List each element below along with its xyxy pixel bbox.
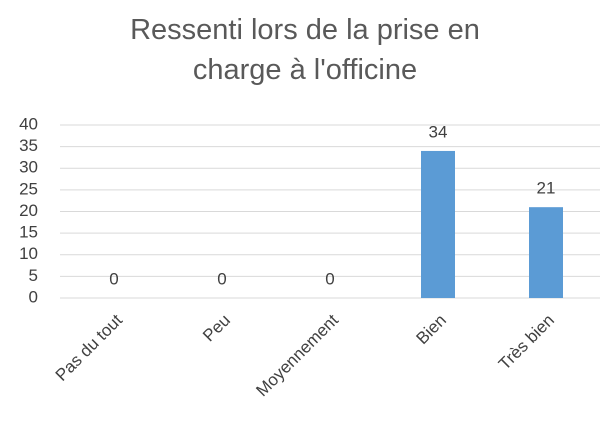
y-tick-label: 25 <box>19 179 38 198</box>
value-label: 34 <box>429 122 448 141</box>
y-tick-label: 35 <box>19 136 38 155</box>
y-tick-label: 5 <box>29 266 38 285</box>
y-tick-label: 30 <box>19 158 38 177</box>
x-tick-label: Peu <box>199 311 234 346</box>
y-tick-label: 0 <box>29 287 38 306</box>
bar <box>421 150 455 298</box>
y-tick-label: 40 <box>19 114 38 133</box>
x-tick-label: Très bien <box>495 311 558 374</box>
x-tick-label: Moyennement <box>252 310 342 400</box>
value-label: 0 <box>109 269 118 288</box>
y-tick-label: 15 <box>19 223 38 242</box>
value-label: 21 <box>537 179 556 198</box>
value-label: 0 <box>325 269 334 288</box>
y-tick-label: 10 <box>19 244 38 263</box>
x-tick-label: Pas du tout <box>52 310 126 384</box>
chart-title: Ressenti lors de la prise en charge à l'… <box>130 14 480 86</box>
y-tick-label: 20 <box>19 201 38 220</box>
bar <box>529 207 563 298</box>
value-label: 0 <box>217 269 226 288</box>
x-tick-label: Bien <box>413 311 450 348</box>
